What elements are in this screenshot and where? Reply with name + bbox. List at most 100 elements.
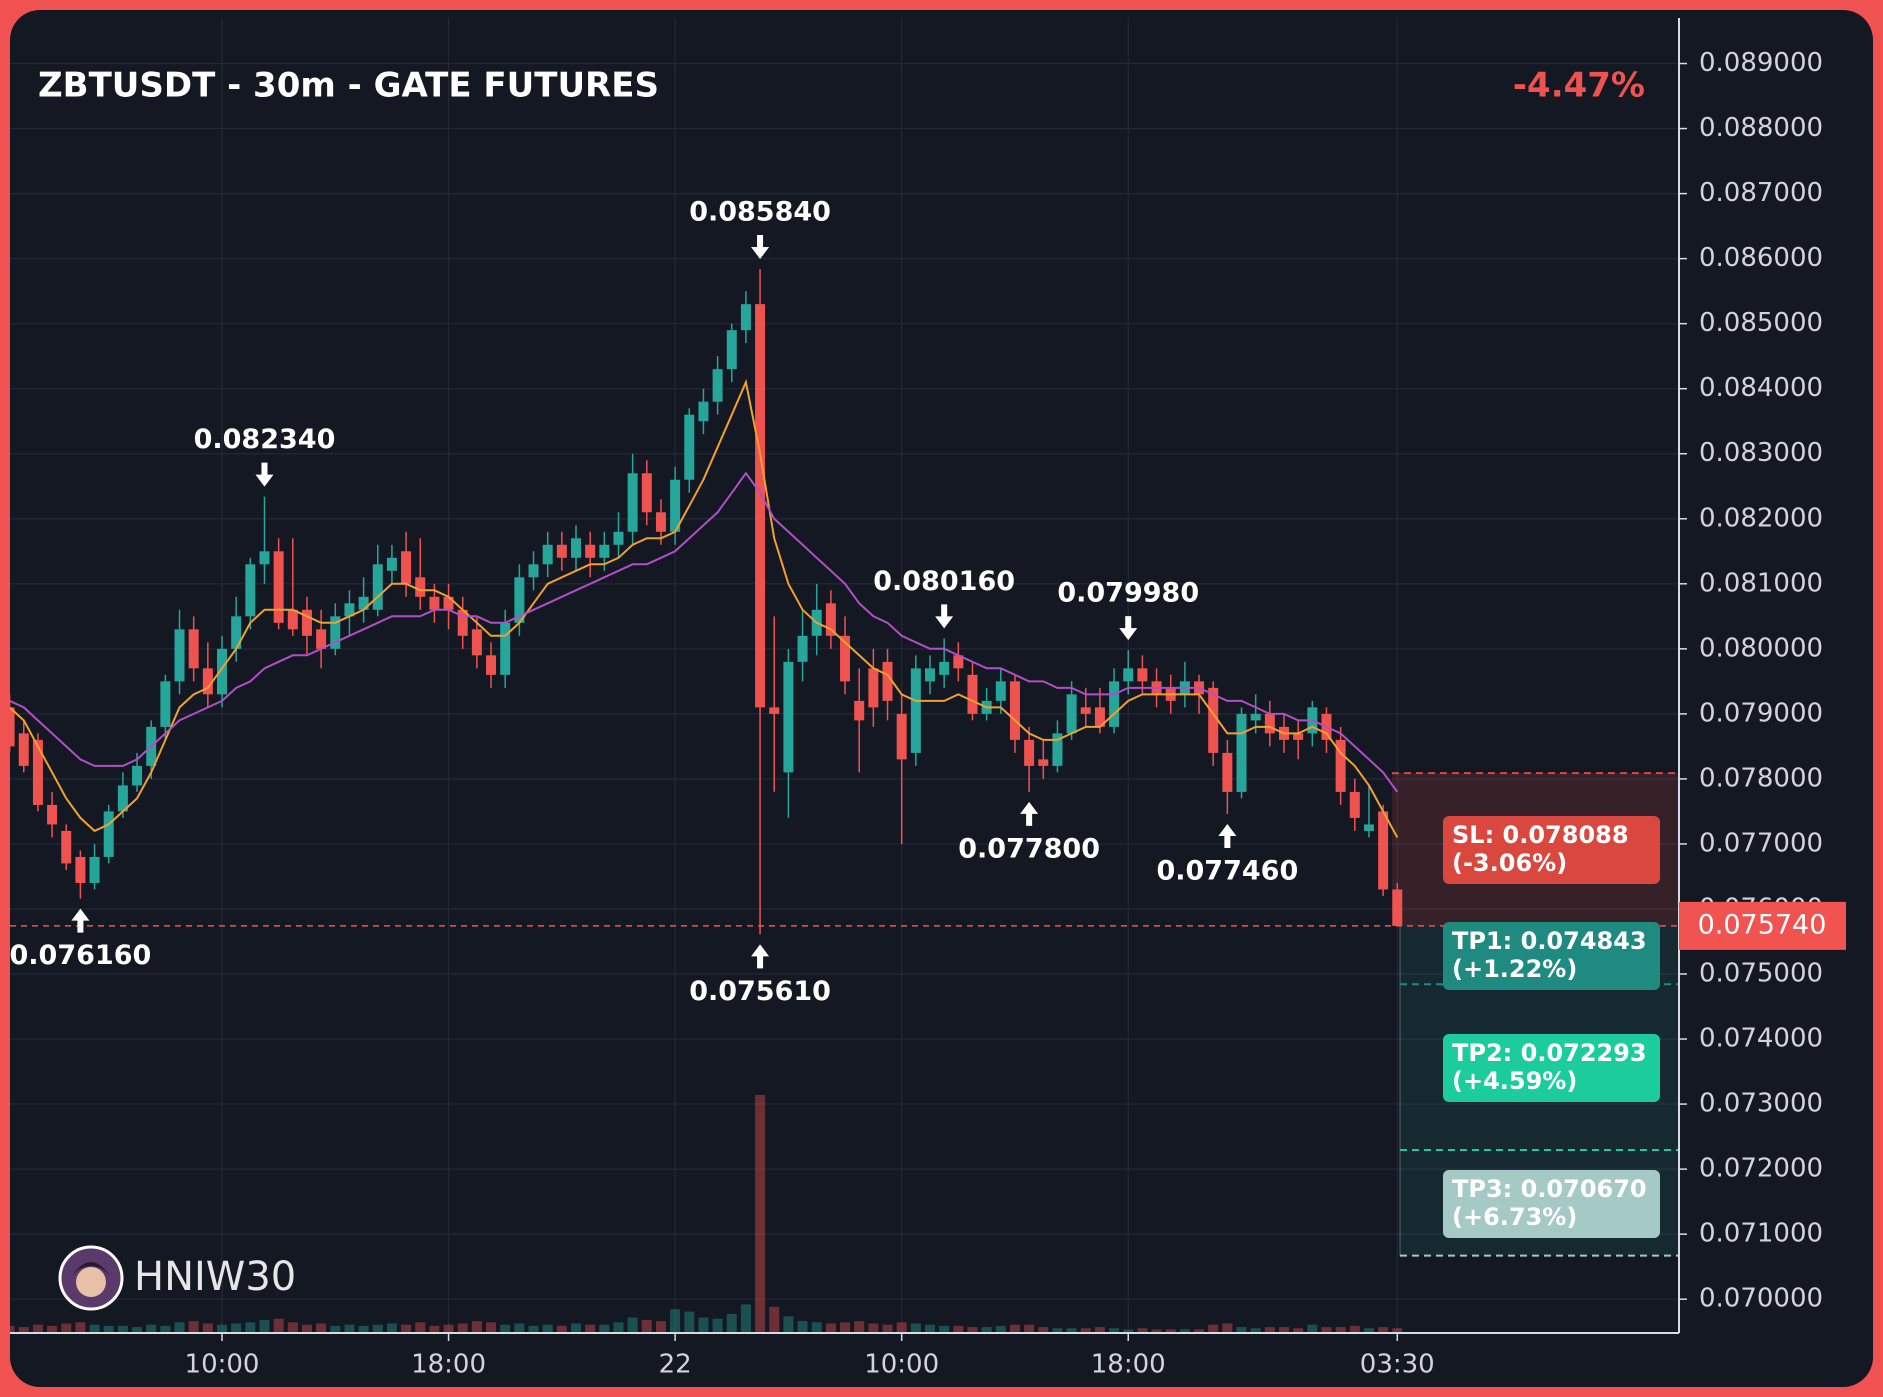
volume-bar (146, 1324, 157, 1333)
volume-bar (1349, 1325, 1360, 1333)
volume-bar (259, 1319, 270, 1333)
candle-body (939, 661, 950, 675)
x-tick-label: 10:00 (864, 1350, 939, 1380)
annotation-label: 0.075610 (689, 976, 831, 1007)
level-tag-change: (+4.59%) (1452, 1067, 1577, 1095)
volume-bar (825, 1323, 836, 1333)
candle-body (10, 707, 15, 747)
candle-body (358, 596, 369, 610)
volume-bar (613, 1322, 624, 1333)
candle-body (32, 739, 43, 805)
volume-bar (769, 1306, 780, 1333)
candle-body (443, 596, 454, 610)
y-tick-label: 0.085000 (1699, 308, 1823, 338)
volume-bar (556, 1325, 567, 1333)
annotation-label: 0.085840 (689, 197, 831, 228)
volume-bar (415, 1322, 426, 1333)
annotation-arrow (751, 235, 770, 260)
annotation-label: 0.077460 (1156, 856, 1298, 887)
volume-bar (1024, 1324, 1035, 1333)
candle-body (840, 635, 851, 682)
x-tick-label: 22 (659, 1350, 692, 1380)
volume-bar (47, 1325, 58, 1333)
y-tick-label: 0.083000 (1699, 438, 1823, 468)
candle-body (825, 603, 836, 636)
candle-body (1080, 707, 1091, 714)
y-tick-label: 0.079000 (1699, 698, 1823, 728)
candle-body (117, 785, 128, 812)
y-tick-label: 0.074000 (1699, 1024, 1823, 1054)
volume-bar (1151, 1329, 1162, 1333)
candle-body (641, 473, 652, 513)
price-change: -4.47% (1513, 66, 1645, 106)
level-tag (1443, 1170, 1660, 1238)
volume-bar (797, 1321, 808, 1333)
level-tag-change: (-3.06%) (1452, 849, 1567, 877)
volume-bar (358, 1325, 369, 1333)
candle-body (259, 551, 270, 565)
volume-bar (514, 1323, 525, 1333)
volume-bar (1208, 1324, 1219, 1333)
volume-bar (882, 1324, 893, 1333)
candle-body (61, 830, 72, 864)
volume-bar (1109, 1328, 1120, 1333)
volume-bar (840, 1322, 851, 1333)
volume-bar (1179, 1329, 1190, 1333)
volume-bar (1165, 1329, 1176, 1333)
volume-bar (1250, 1328, 1261, 1333)
candle-body (797, 635, 808, 662)
volume-bar (740, 1304, 751, 1333)
candle-body (1363, 824, 1374, 831)
candle-body (500, 622, 511, 675)
candle-body (1349, 791, 1360, 818)
candle-body (330, 616, 341, 649)
y-tick-label: 0.080000 (1699, 633, 1823, 663)
volume-bar (925, 1324, 935, 1333)
last-price-tag (1679, 901, 1846, 950)
volume-bar (854, 1321, 865, 1333)
candle-body (231, 616, 242, 649)
candle-body (471, 629, 482, 656)
volume-bar (117, 1325, 128, 1333)
volume-bar (89, 1324, 100, 1333)
volume-bar (344, 1324, 355, 1333)
volume-bar (1009, 1324, 1020, 1333)
candle-body (1052, 733, 1063, 766)
volume-bar (670, 1309, 681, 1333)
candle-body (486, 655, 497, 675)
candle-body (925, 668, 935, 682)
candle-body (670, 479, 681, 532)
candle-body (698, 401, 709, 422)
candle-body (132, 765, 143, 786)
candle-body (273, 551, 284, 623)
volume-bar (1264, 1327, 1275, 1333)
candle-body (47, 804, 58, 825)
candle-body (896, 713, 907, 760)
y-tick-label: 0.084000 (1699, 373, 1823, 403)
volume-bar (61, 1323, 72, 1333)
level-tag (1443, 1034, 1660, 1102)
y-tick-label: 0.077000 (1699, 828, 1823, 858)
candle-body (514, 577, 525, 623)
y-tick-label: 0.088000 (1699, 113, 1823, 143)
volume-bar (712, 1318, 723, 1333)
candle-body (740, 304, 751, 331)
candle-body (75, 856, 86, 883)
volume-bar (655, 1321, 666, 1333)
candle-body (372, 564, 383, 610)
volume-bar (457, 1323, 468, 1333)
candle-body (1137, 668, 1148, 682)
candle-body (316, 629, 327, 649)
volume-bar (18, 1327, 29, 1333)
candle-body (301, 609, 312, 636)
candle-body (1038, 759, 1049, 766)
candle-body (457, 609, 468, 636)
candle-body (613, 531, 624, 545)
annotation-arrow (1020, 801, 1039, 826)
candle-body (655, 512, 666, 532)
candle-body (684, 414, 695, 480)
volume-bar (301, 1324, 312, 1333)
volume-bar (486, 1322, 497, 1333)
